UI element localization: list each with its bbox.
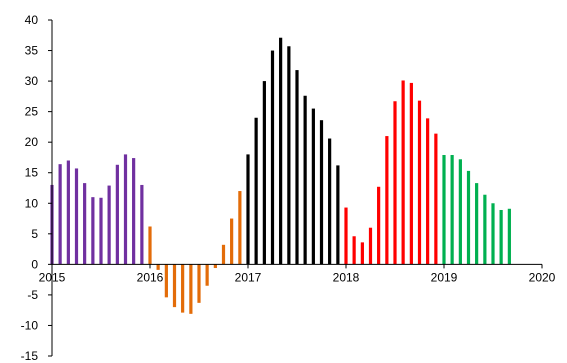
y-tick-label: 5 <box>31 227 38 241</box>
bar <box>311 108 315 265</box>
bar <box>319 120 324 265</box>
bar <box>385 136 389 265</box>
bar <box>189 264 193 314</box>
bar <box>360 242 364 265</box>
bar <box>417 100 422 265</box>
x-tick-label: 2016 <box>137 270 164 284</box>
bar <box>181 264 185 313</box>
bar <box>205 264 209 286</box>
bar <box>132 158 136 265</box>
bar <box>213 264 217 269</box>
bar <box>164 264 168 298</box>
bar <box>393 101 397 265</box>
bar <box>368 227 373 265</box>
bar <box>221 244 226 265</box>
bar <box>172 264 177 308</box>
x-tick-label: 2018 <box>333 270 360 284</box>
bar <box>115 164 119 265</box>
y-tick-label: 15 <box>25 166 39 180</box>
bar <box>254 117 258 265</box>
bar <box>83 183 87 265</box>
bar <box>91 197 95 265</box>
y-tick-label: 10 <box>25 196 39 210</box>
y-tick-label: -10 <box>21 318 39 332</box>
bar <box>66 160 70 265</box>
bar <box>74 168 79 265</box>
y-tick-label: 30 <box>25 74 39 88</box>
bar <box>336 165 340 265</box>
bar <box>466 170 471 265</box>
bar <box>140 184 144 265</box>
bar <box>270 50 275 265</box>
bar <box>491 203 495 265</box>
bar <box>156 264 160 270</box>
y-tick-label: -15 <box>21 349 39 363</box>
bar <box>499 209 503 265</box>
x-tick-label: 2015 <box>39 270 66 284</box>
y-ticks: -15 -10 -5 0 5 10 15 20 25 30 35 40 <box>21 13 52 363</box>
bar <box>458 159 462 265</box>
y-tick-label: 20 <box>25 135 39 149</box>
bar <box>409 82 413 265</box>
bar <box>107 185 111 265</box>
y-tick-label: -5 <box>27 288 38 302</box>
bar <box>303 95 307 265</box>
bar <box>434 133 438 265</box>
bar <box>230 218 234 265</box>
bar <box>197 264 201 303</box>
bar <box>442 155 446 265</box>
y-tick-label: 0 <box>31 257 38 271</box>
bars <box>50 37 511 314</box>
x-ticks: 2015 2016 2017 2018 2019 2020 <box>39 264 556 284</box>
bar <box>99 197 103 265</box>
bar <box>401 80 405 265</box>
x-tick-label: 2019 <box>431 270 458 284</box>
bar <box>426 118 430 265</box>
bar <box>450 155 454 265</box>
bar <box>507 208 511 265</box>
bar <box>475 183 479 265</box>
x-tick-label: 2020 <box>529 270 556 284</box>
y-tick-label: 35 <box>25 44 39 58</box>
bar <box>287 46 291 265</box>
bar <box>238 191 242 265</box>
bar <box>344 207 348 265</box>
bar <box>123 154 128 265</box>
bar <box>148 226 152 265</box>
bar <box>352 236 356 265</box>
x-tick-label: 2017 <box>235 270 262 284</box>
bar <box>328 138 332 265</box>
bar <box>483 194 487 265</box>
bar <box>295 70 299 265</box>
bar <box>377 186 381 265</box>
y-tick-label: 40 <box>25 13 39 27</box>
bar <box>279 37 283 265</box>
y-tick-label: 25 <box>25 105 39 119</box>
bar <box>246 154 250 265</box>
bar <box>262 81 266 265</box>
bar <box>58 164 62 265</box>
